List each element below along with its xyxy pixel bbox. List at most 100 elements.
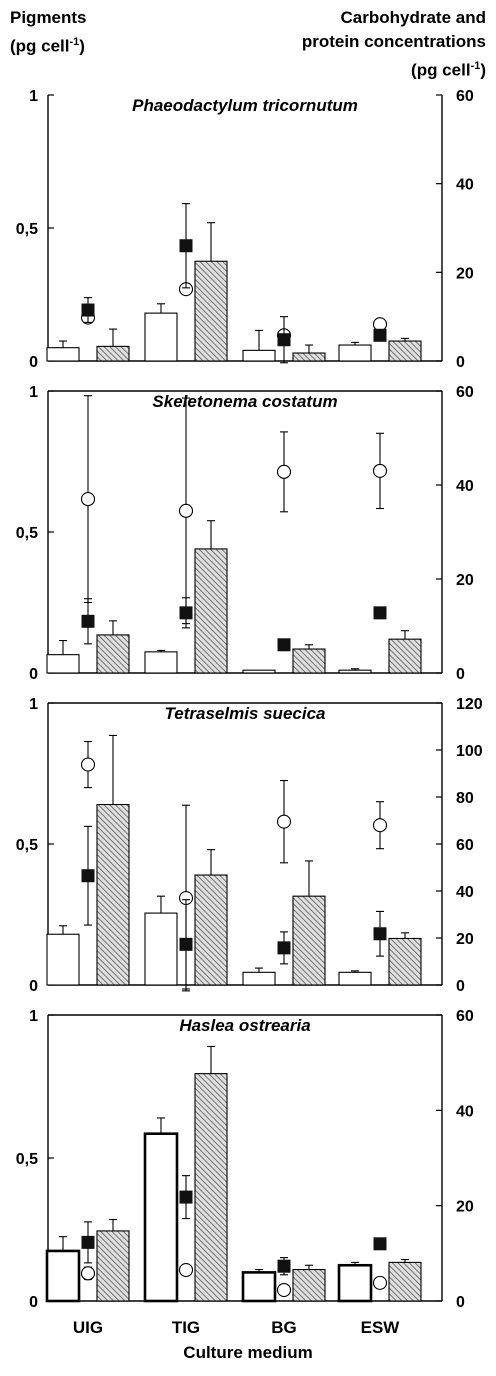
bar-hatched-UIG [96, 803, 130, 986]
bar-open-UIG [45, 1249, 81, 1303]
left-tick-label: 0,5 [16, 525, 38, 542]
bar-open-TIG [144, 651, 178, 674]
left-axis-header: Pigments (pg cell-1) [10, 6, 87, 59]
left-tick-label: 0,5 [16, 221, 38, 238]
bar-hatched-TIG [194, 548, 228, 674]
left-header-sup: -1 [69, 36, 80, 48]
marker-square-ESW [373, 606, 387, 620]
right-tick-label: 0 [456, 666, 465, 683]
bar-hatched-UIG [96, 345, 130, 362]
panel-title: Skeletonema costatum [152, 392, 337, 411]
right-header-line1: Carbohydrate and [340, 8, 486, 27]
right-tick-label: 40 [456, 884, 474, 901]
marker-circle-UIG [80, 492, 96, 507]
bar-open-TIG [144, 912, 178, 986]
panel-title: Phaeodactylum tricornutum [132, 96, 358, 115]
marker-square-TIG [179, 937, 193, 951]
bar-open-BG [242, 669, 276, 674]
right-tick-label: 0 [456, 354, 465, 371]
marker-circle-BG [276, 1282, 292, 1298]
bar-open-ESW [337, 1263, 373, 1303]
bar-hatched-BG [292, 352, 326, 362]
marker-square-UIG [81, 614, 95, 628]
marker-square-UIG [81, 1235, 95, 1249]
right-axis-header: Carbohydrate and protein concentrations … [302, 6, 486, 83]
right-tick-label: 0 [456, 978, 465, 995]
right-tick-label: 40 [456, 1103, 474, 1120]
chart-panel-1: 0 0,5 1 0 20 40 60 Phaeodactylum tricornutum [16, 88, 474, 371]
bar-hatched-ESW [388, 638, 422, 674]
bar-open-TIG [143, 1132, 179, 1303]
left-tick-label: 0 [29, 354, 38, 371]
marker-circle-UIG [80, 757, 96, 772]
chart-panel-4: 0 0,5 1 0 20 40 60 Haslea ostrearia UIG TIG BG ESW [16, 1008, 474, 1337]
marker-square-UIG [81, 303, 95, 317]
right-tick-label: 60 [456, 837, 474, 854]
right-tick-label: 60 [456, 1008, 474, 1025]
bar-open-ESW [338, 344, 372, 362]
marker-circle-ESW [372, 818, 388, 833]
x-axis-title: Culture medium [183, 1343, 313, 1362]
chart-panel-3: 0 0,5 1 0 20 40 60 80 100 120 Tetraselmis suecica [16, 696, 483, 995]
marker-circle-ESW [372, 463, 388, 478]
left-header-line2: (pg cell-1) [10, 30, 87, 59]
right-tick-label: 100 [456, 743, 483, 760]
bar-hatched-ESW [388, 340, 422, 362]
right-header-line3: (pg cell-1) [302, 54, 486, 83]
left-header-close: ) [79, 36, 85, 56]
bar-open-UIG [46, 654, 80, 674]
left-header-line1: Pigments [10, 8, 87, 27]
bar-open-UIG [46, 347, 80, 362]
bar-open-TIG [144, 312, 178, 362]
marker-square-BG [277, 1259, 291, 1273]
right-header-line2: protein concentrations [301, 32, 486, 51]
marker-circle-ESW [372, 1275, 388, 1290]
bar-hatched-ESW [388, 937, 422, 986]
bar-hatched-BG [292, 895, 326, 986]
right-tick-label: 20 [456, 1199, 474, 1216]
right-tick-label: 0 [456, 1294, 465, 1311]
bar-hatched-BG [292, 648, 326, 674]
right-header-unit: (pg cell [411, 60, 471, 80]
marker-circle-TIG [178, 1262, 194, 1278]
panel-title: Tetraselmis suecica [165, 704, 326, 723]
x-tick-label-UIG: UIG [73, 1318, 103, 1337]
bar-hatched-TIG [194, 1073, 228, 1302]
x-tick-label-ESW: ESW [361, 1318, 401, 1337]
right-tick-label: 20 [456, 265, 474, 282]
x-tick-label-BG: BG [271, 1318, 297, 1337]
bar-hatched-BG [292, 1268, 326, 1302]
bar-open-BG [242, 349, 276, 362]
marker-square-BG [277, 941, 291, 955]
left-tick-label: 0,5 [16, 1151, 38, 1168]
panel-title: Haslea ostrearia [179, 1016, 310, 1035]
bar-hatched-UIG [96, 1230, 130, 1302]
left-tick-label: 1 [29, 88, 38, 105]
left-tick-label: 1 [29, 1008, 38, 1025]
left-tick-label: 0,5 [16, 837, 38, 854]
marker-circle-ESW [372, 317, 388, 332]
bar-hatched-ESW [388, 1261, 422, 1302]
bar-open-ESW [338, 971, 372, 986]
chart-panel-2: 0 0,5 1 0 20 40 60 Skeletonema costatum [16, 384, 474, 683]
right-tick-label: 20 [456, 931, 474, 948]
marker-square-TIG [179, 1190, 193, 1204]
left-tick-label: 0 [29, 666, 38, 683]
bar-hatched-TIG [194, 874, 228, 986]
right-header-sup: -1 [470, 60, 481, 72]
bar-hatched-UIG [96, 634, 130, 674]
left-tick-label: 0 [29, 1294, 38, 1311]
bar-open-BG [242, 971, 276, 986]
left-tick-label: 1 [29, 384, 38, 401]
x-tick-label-TIG: TIG [172, 1318, 200, 1337]
marker-circle-BG [276, 814, 292, 829]
left-tick-label: 0 [29, 978, 38, 995]
right-tick-label: 60 [456, 88, 474, 105]
bar-open-BG [241, 1271, 277, 1303]
marker-square-UIG [81, 869, 95, 883]
marker-square-ESW [373, 927, 387, 941]
bar-open-UIG [46, 933, 80, 986]
right-tick-label: 40 [456, 478, 474, 495]
right-tick-label: 80 [456, 790, 474, 807]
